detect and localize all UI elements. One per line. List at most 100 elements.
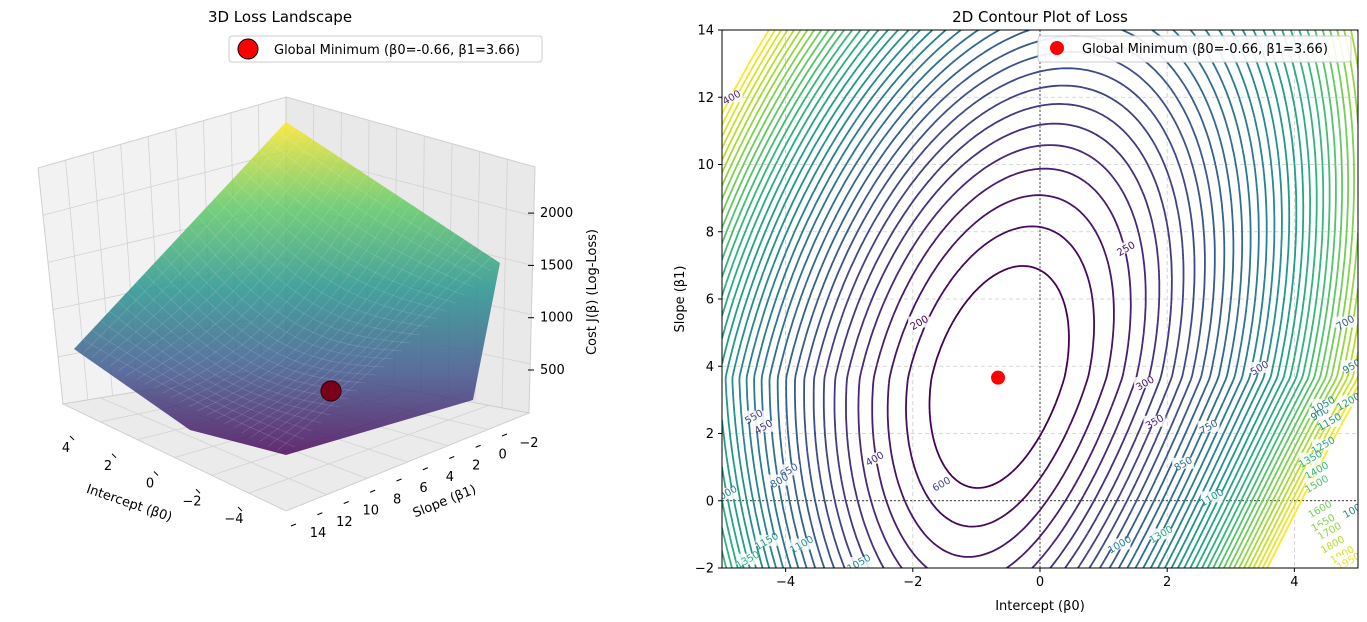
surface-mesh-line <box>179 235 394 360</box>
surface-mesh-line <box>188 225 402 352</box>
contour-label-bg <box>1305 477 1328 489</box>
contour-y-tick-label: 8 <box>706 225 714 240</box>
surface-mesh-line <box>276 256 492 451</box>
contour-label-bg <box>1114 242 1137 254</box>
y-axis-3d-tick <box>449 456 455 459</box>
surface-mesh-line <box>223 187 438 320</box>
surface-mesh-line <box>153 263 367 384</box>
y-axis-3d-tick-label: −2 <box>519 436 538 451</box>
contour-label-bg <box>1308 503 1331 515</box>
surface-mesh-line <box>170 244 385 368</box>
surface-mesh-line <box>109 145 322 367</box>
contour-line <box>722 30 1318 568</box>
surface-mesh-line <box>135 162 349 381</box>
contour-label-bg <box>1108 538 1131 550</box>
contour-line <box>812 67 1196 568</box>
loss-surface <box>74 122 500 455</box>
y-axis-3d: −2 0 2 4 6 8 10 12 14 <box>290 433 539 541</box>
contour-label-bg <box>930 477 953 489</box>
contour-line <box>731 30 1283 568</box>
contour-label-bg <box>1197 420 1220 432</box>
contour-x-tick-label: 4 <box>1290 575 1298 590</box>
contour-label: 1050 <box>845 553 873 575</box>
z-axis-3d-label: Cost J(β) (Log-Loss) <box>585 229 600 355</box>
surface-mesh-line <box>171 186 385 398</box>
surface-mesh-line <box>100 139 313 363</box>
contour-label: 1000 <box>1342 499 1367 521</box>
surface-mesh-line <box>224 221 438 425</box>
z-axis-3d: 500 1000 1500 2000 <box>528 206 573 378</box>
y-axis-3d-tick <box>422 467 429 471</box>
contour-x-axis: −4 −2 0 2 4 <box>776 568 1299 590</box>
y-axis-3d-tick <box>290 523 297 527</box>
contour-label-bg <box>1305 464 1328 476</box>
contour-label-bg <box>1143 415 1166 427</box>
contour-label-bg <box>863 452 886 464</box>
x-axis-3d-tick <box>237 506 243 512</box>
contour-y-tick-label: 0 <box>706 494 714 509</box>
y-axis-3d-tick-label: 12 <box>336 515 353 530</box>
contour-line <box>753 30 1260 568</box>
pane-gridline <box>65 160 89 400</box>
surface-mesh-line <box>91 133 305 359</box>
contour-line <box>760 30 1252 568</box>
surface-mesh-line <box>135 282 349 400</box>
surface-mesh-line <box>232 227 447 429</box>
contour-line <box>722 30 1305 568</box>
x-axis-3d-tick-label: 4 <box>62 441 70 456</box>
surface-mesh-line <box>197 216 411 344</box>
y-axis-3d-tick-label: 10 <box>362 504 379 519</box>
surface-mesh-line <box>241 233 456 434</box>
contour-chart: 2D Contour Plot of Loss 2002503003504004… <box>673 8 1367 614</box>
y-axis-3d-tick <box>396 478 402 482</box>
y-axis-3d-tick <box>475 444 481 448</box>
surface-mesh-line <box>276 131 492 272</box>
x-axis-3d-tick <box>111 453 117 459</box>
contour-minimum-marker <box>991 370 1006 385</box>
contour-label-bg <box>1133 377 1156 389</box>
surface-mesh-line <box>126 292 340 408</box>
z-axis-3d-tick-label: 2000 <box>540 206 573 221</box>
contour-line <box>785 30 1226 568</box>
surface-mesh-line <box>144 168 358 385</box>
surface-mesh-line <box>215 197 429 328</box>
x-axis-3d: 4 2 0 −2 −4 <box>62 435 244 527</box>
x-axis-3d-tick-label: 0 <box>146 477 154 492</box>
surface-mesh-line <box>268 251 483 447</box>
contour-line <box>722 30 1349 568</box>
y-axis-3d-tick <box>317 512 323 516</box>
contour-label-bg <box>790 538 813 550</box>
contour-line <box>722 30 1358 568</box>
surface-mesh-line <box>268 140 483 280</box>
contour-label-bg <box>1331 548 1354 560</box>
surface-mesh-line <box>188 198 403 407</box>
surface-legend-label: Global Minimum (β0=-0.66, β1=3.66) <box>274 43 520 58</box>
contour-line <box>722 30 1311 568</box>
contour-line <box>724 30 1291 568</box>
contour-y-tick-label: 10 <box>697 158 714 173</box>
surface-chart-title: 3D Loss Landscape <box>208 8 352 26</box>
contour-label-bg <box>752 420 775 432</box>
contour-line <box>722 30 1331 568</box>
contour-y-tick-label: 2 <box>706 427 714 442</box>
contour-label-bg <box>742 410 765 422</box>
contour-label-bg <box>847 556 870 568</box>
contour-label-bg <box>1149 528 1172 540</box>
contour-label-bg <box>1299 452 1322 464</box>
surface-mesh-line <box>250 239 465 438</box>
contour-x-tick-label: 2 <box>1163 575 1171 590</box>
contour-label-bg <box>1321 538 1344 550</box>
contour-line <box>722 30 1355 568</box>
contour-line <box>857 144 1147 568</box>
contour-label-bg <box>768 474 791 486</box>
contour-line <box>722 30 1343 568</box>
z-axis-3d-tick-label: 500 <box>540 363 565 378</box>
contour-y-tick-label: 12 <box>697 91 714 106</box>
contour-line <box>928 265 1070 489</box>
contour-legend: Global Minimum (β0=-0.66, β1=3.66) <box>1037 35 1352 63</box>
contour-x-axis-label: Intercept (β0) <box>995 599 1085 614</box>
surface-mesh-line <box>82 127 296 354</box>
contour-line <box>905 225 1095 528</box>
y-axis-3d-tick <box>501 433 508 437</box>
surface-mesh-line <box>82 339 296 448</box>
